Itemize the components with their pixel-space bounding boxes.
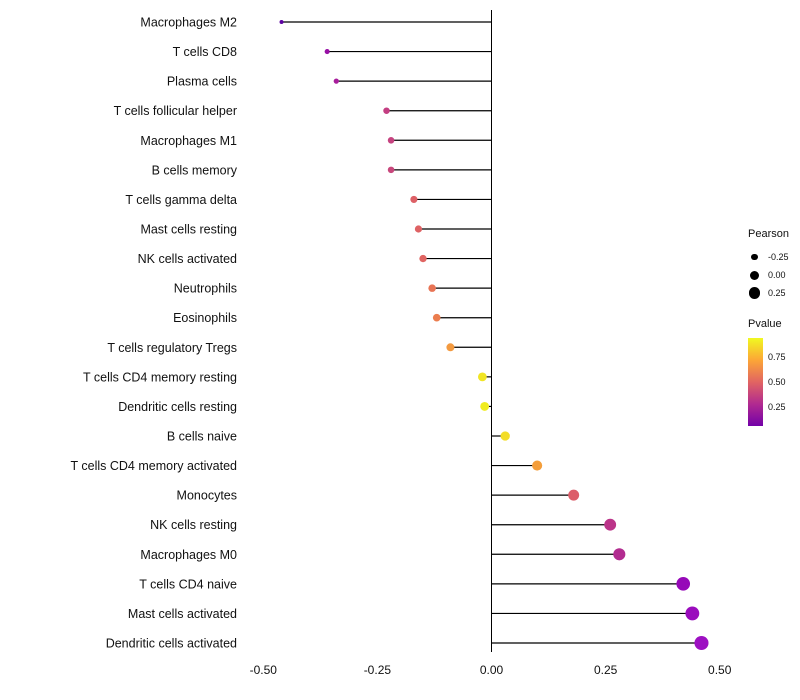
- category-label: Macrophages M2: [140, 16, 237, 30]
- size-legend-entry: -0.25: [748, 248, 789, 266]
- size-legend-title: Pearson: [748, 228, 789, 240]
- category-label: Macrophages M0: [140, 548, 237, 562]
- category-label: NK cells activated: [138, 252, 237, 266]
- size-legend-dot-box: [748, 269, 761, 282]
- data-point: [383, 107, 390, 114]
- data-point: [480, 402, 490, 411]
- data-point: [446, 343, 455, 352]
- category-label: B cells naive: [167, 430, 237, 444]
- data-point: [676, 577, 691, 591]
- category-label: Macrophages M1: [140, 134, 237, 148]
- data-point: [333, 78, 339, 84]
- data-point: [419, 254, 427, 263]
- data-point: [477, 372, 487, 382]
- category-label: Dendritic cells resting: [118, 400, 237, 414]
- size-legend-entry: 0.00: [748, 266, 789, 284]
- size-legend-entry: 0.25: [748, 284, 789, 302]
- category-label: Mast cells activated: [128, 607, 237, 621]
- category-label: T cells CD8: [173, 45, 237, 59]
- data-point: [324, 49, 330, 55]
- data-point: [414, 225, 423, 233]
- size-legend-dot-box: [748, 251, 761, 264]
- data-point: [387, 166, 395, 174]
- category-label: T cells follicular helper: [114, 104, 237, 118]
- pearson-size-legend: Pearson -0.25 0.00 0.25: [748, 228, 789, 302]
- size-legend-dot-box: [748, 287, 761, 300]
- data-point: [428, 284, 436, 292]
- x-tick-label: 0.25: [594, 663, 618, 677]
- data-point: [685, 606, 700, 621]
- size-legend-label: 0.00: [768, 270, 786, 280]
- color-legend-title: Pvalue: [748, 318, 782, 330]
- data-point: [387, 136, 395, 144]
- category-label: Neutrophils: [174, 282, 237, 296]
- category-label: Monocytes: [177, 489, 237, 503]
- size-legend-dot: [748, 287, 761, 299]
- x-tick-label: -0.25: [364, 663, 392, 677]
- data-point: [432, 313, 441, 322]
- x-tick-label: 0.50: [708, 663, 732, 677]
- category-label: Plasma cells: [167, 75, 237, 89]
- pvalue-legend-label: 0.50: [768, 377, 786, 387]
- category-label: Eosinophils: [173, 311, 237, 325]
- size-legend-label: 0.25: [768, 288, 786, 298]
- category-label: Mast cells resting: [140, 223, 237, 237]
- data-point: [604, 518, 617, 531]
- size-legend-entries: -0.25 0.00 0.25: [748, 248, 789, 302]
- category-label: NK cells resting: [150, 518, 237, 532]
- size-legend-label: -0.25: [768, 252, 789, 262]
- pvalue-colorbar-wrap: 0.75 0.50 0.25: [748, 338, 786, 426]
- category-label: B cells memory: [152, 163, 238, 177]
- data-point: [500, 431, 510, 441]
- data-point: [613, 548, 626, 561]
- size-legend-dot: [751, 253, 758, 261]
- category-label: T cells CD4 memory resting: [83, 370, 237, 384]
- data-point: [568, 489, 580, 501]
- pvalue-colorbar-labels: 0.75 0.50 0.25: [768, 338, 800, 426]
- data-point: [532, 460, 543, 471]
- category-label: T cells regulatory Tregs: [107, 341, 237, 355]
- data-point: [694, 635, 709, 651]
- pvalue-color-legend: Pvalue 0.75 0.50 0.25: [748, 318, 786, 426]
- x-tick-label: -0.50: [250, 663, 278, 677]
- pvalue-legend-label: 0.75: [768, 352, 786, 363]
- category-label: T cells CD4 naive: [139, 577, 237, 591]
- pvalue-legend-label: 0.25: [768, 401, 786, 412]
- size-legend-dot: [750, 270, 759, 280]
- x-tick-label: 0.00: [480, 663, 504, 677]
- category-label: T cells CD4 memory activated: [71, 459, 238, 473]
- data-point: [410, 195, 418, 203]
- pvalue-colorbar: [748, 338, 763, 426]
- category-label: T cells gamma delta: [125, 193, 237, 207]
- category-label: Dendritic cells activated: [106, 637, 237, 651]
- data-point: [279, 20, 284, 24]
